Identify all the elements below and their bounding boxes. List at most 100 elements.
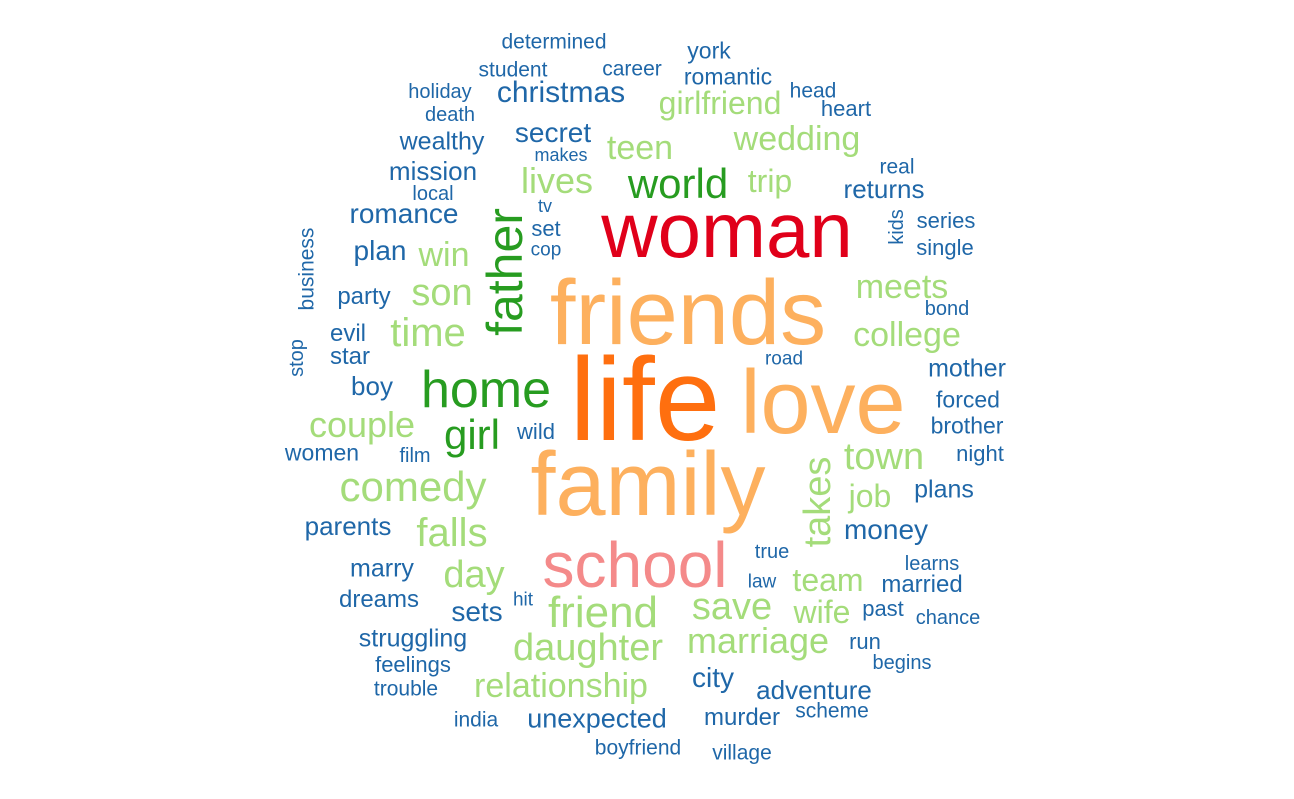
word: father (477, 208, 533, 336)
word: couple (308, 404, 416, 445)
word: life (569, 334, 721, 466)
word: boyfriend (594, 736, 682, 760)
word: love (740, 353, 906, 453)
word: family (530, 435, 766, 535)
word: daughter (512, 627, 664, 669)
word: film (399, 445, 431, 467)
word: holiday (408, 81, 472, 103)
word: world (627, 160, 729, 207)
word: town (843, 436, 925, 478)
word: single (916, 235, 974, 260)
word: marriage (686, 620, 830, 661)
word: wealthy (399, 127, 485, 156)
word: scheme (795, 699, 869, 723)
word: determined (501, 30, 607, 54)
word: takes (797, 456, 839, 548)
word: trip (747, 163, 793, 199)
word: returns (843, 174, 925, 204)
word: mission (388, 156, 478, 186)
word: girlfriend (658, 85, 782, 121)
word: money (843, 514, 929, 545)
word: run (849, 629, 881, 654)
word: makes (534, 145, 588, 165)
word: job (848, 478, 892, 514)
word: woman (601, 186, 853, 274)
word: lives (520, 160, 594, 201)
word: team (792, 562, 864, 598)
word: york (687, 37, 731, 64)
word: married (881, 571, 963, 598)
word: friend (547, 588, 659, 637)
word: star (329, 343, 371, 370)
word: sets (451, 596, 503, 627)
word: parents (304, 511, 392, 541)
word: chance (915, 607, 981, 629)
word: falls (416, 511, 488, 555)
word: forced (936, 386, 1000, 413)
word: romantic (683, 63, 773, 90)
word: india (453, 708, 499, 732)
word: brother (930, 412, 1004, 439)
word: career (602, 57, 662, 81)
word: heart (820, 96, 872, 121)
word: local (412, 183, 454, 205)
word: christmas (496, 76, 626, 109)
word: learns (904, 553, 960, 575)
word: business (295, 227, 319, 311)
word: comedy (339, 463, 487, 510)
word: death (424, 104, 476, 126)
word: son (411, 272, 473, 314)
word: student (478, 58, 548, 82)
word: series (916, 208, 976, 233)
word: save (691, 586, 773, 628)
word: party (337, 283, 391, 310)
word: law (747, 571, 777, 593)
word: road (764, 348, 804, 370)
word: evil (329, 320, 367, 347)
word: wedding (733, 120, 861, 158)
word: girl (443, 411, 501, 458)
word: feelings (375, 652, 451, 677)
word: plans (914, 475, 974, 504)
word: plan (353, 235, 407, 266)
word: cop (530, 239, 562, 261)
word: dreams (338, 586, 420, 613)
word: village (712, 741, 772, 765)
word: murder (703, 704, 781, 731)
word: real (879, 155, 915, 179)
word: wife (793, 594, 851, 630)
word: set (531, 216, 561, 241)
word: bond (924, 298, 970, 320)
word: unexpected (527, 703, 667, 734)
word: true (754, 541, 790, 563)
word: kids (886, 209, 908, 245)
word: marry (350, 554, 414, 583)
word: past (862, 596, 904, 621)
word: city (692, 662, 734, 693)
word: struggling (358, 624, 468, 653)
word: home (420, 361, 552, 419)
word: meets (855, 268, 949, 306)
word: boy (351, 371, 393, 401)
word: college (853, 316, 961, 354)
word: teen (606, 129, 674, 167)
word: win (418, 236, 470, 274)
word: secret (514, 117, 592, 148)
word: school (542, 529, 728, 601)
word: hit (512, 589, 534, 611)
word: time (390, 311, 466, 355)
word: romance (349, 198, 459, 229)
word: wild (517, 419, 555, 444)
word: relationship (474, 667, 648, 705)
word: trouble (373, 677, 439, 701)
word: head (789, 79, 837, 103)
word: night (956, 441, 1004, 466)
word: stop (286, 339, 308, 377)
word: mother (928, 354, 1006, 383)
word: adventure (756, 675, 872, 705)
word: friends (549, 262, 827, 364)
word: begins (872, 652, 932, 674)
word: day (443, 554, 505, 596)
word: tv (537, 196, 553, 216)
